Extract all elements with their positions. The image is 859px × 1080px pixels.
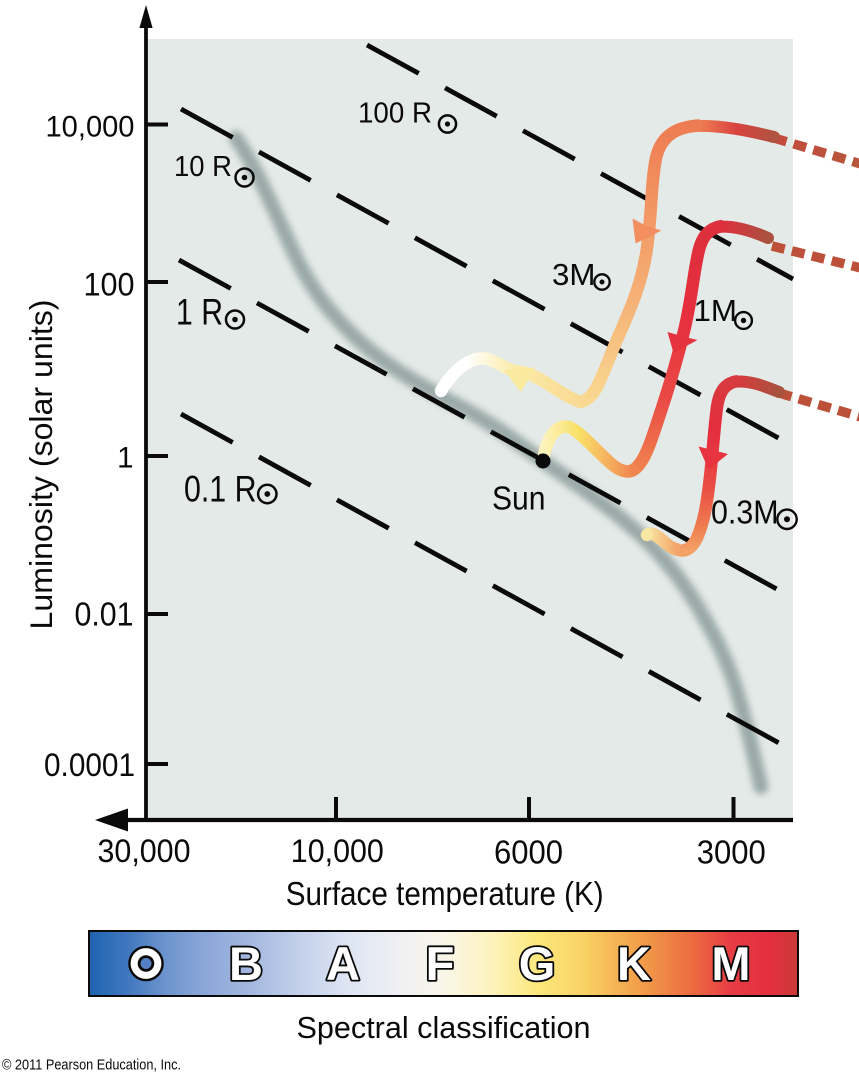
svg-text:10 R: 10 R [174,151,232,183]
svg-text:100: 100 [84,267,135,303]
svg-text:1: 1 [117,442,133,475]
svg-text:0.01: 0.01 [75,596,134,633]
svg-text:0.1 R: 0.1 R [184,469,257,510]
svg-text:© 2011 Pearson Education, Inc.: © 2011 Pearson Education, Inc. [2,1057,181,1074]
svg-text:1M: 1M [694,294,738,328]
svg-text:0.3M: 0.3M [711,494,779,531]
svg-text:10,000: 10,000 [291,833,384,869]
svg-text:6000: 6000 [494,834,563,871]
svg-text:3M: 3M [552,258,596,292]
svg-text:K: K [617,937,651,990]
svg-text:G: G [519,937,556,990]
svg-text:Surface temperature (K): Surface temperature (K) [286,875,604,912]
svg-text:30,000: 30,000 [98,833,191,869]
svg-text:0.0001: 0.0001 [44,747,135,783]
svg-text:A: A [326,937,360,990]
svg-text:1 R: 1 R [176,292,223,333]
svg-text:10,000: 10,000 [46,111,135,144]
svg-text:Luminosity (solar units): Luminosity (solar units) [23,300,59,630]
svg-text:3000: 3000 [697,834,766,871]
svg-text:Spectral classification: Spectral classification [297,1010,591,1045]
svg-text:F: F [426,937,455,990]
svg-text:Sun: Sun [492,480,546,517]
svg-text:100 R: 100 R [358,98,432,130]
svg-text:M: M [711,937,750,990]
svg-text:B: B [229,937,263,990]
